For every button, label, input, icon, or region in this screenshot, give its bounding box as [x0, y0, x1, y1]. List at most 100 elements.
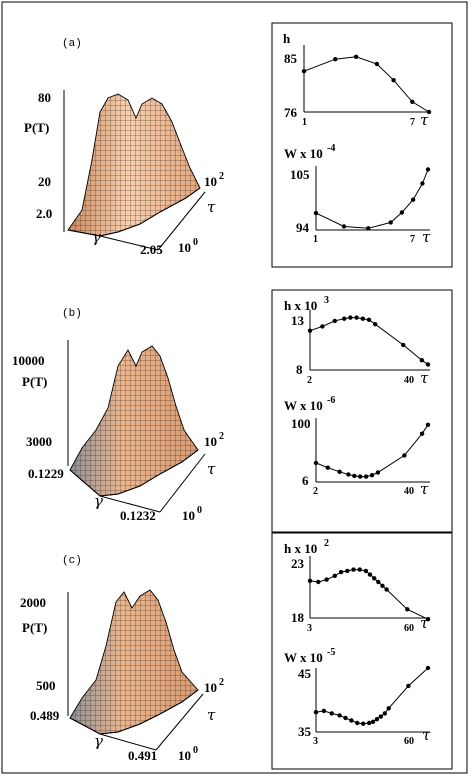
data-point [366, 226, 371, 231]
gamma-tick-a-1: 2.05 [140, 242, 163, 257]
data-point [384, 587, 389, 592]
data-point [301, 69, 307, 74]
data-point [425, 362, 431, 367]
tau-label-a: τ [207, 198, 216, 216]
plot-box-a [271, 22, 453, 268]
gamma-tick-b-0: 0.1229 [28, 466, 64, 481]
data-point [373, 322, 378, 327]
panel-label-b: (b) [62, 308, 82, 320]
plot-a-w-ylabel: W x 10 [284, 146, 323, 161]
plot-a-w-ylabel-exp: -4 [327, 143, 335, 154]
series-line [303, 56, 430, 113]
plot-b-w: W x 10 -6 100 6 2 40 τ [284, 395, 431, 498]
z-tick-a-0: 80 [38, 90, 51, 105]
tau-tick-b-1: 10 [182, 508, 195, 523]
plot-b-h-ylabel-exp: 3 [324, 295, 329, 306]
panel-c: (c) 2000 P(T) 500 0.489 γ 0.491 10 2 τ 1… [20, 532, 453, 770]
data-point [338, 569, 344, 575]
data-point [366, 720, 372, 726]
plot-b-h: h x 10 3 13 8 2 40 τ [284, 295, 431, 387]
plot-c-h-xtick-1: 60 [404, 623, 414, 634]
plot-c-w-ylabel-exp: -5 [327, 647, 335, 658]
data-point [349, 718, 354, 723]
data-point [341, 224, 347, 229]
tau-exp-b-0: 2 [219, 431, 224, 442]
panel-label-a: (a) [62, 38, 82, 50]
data-point [332, 318, 337, 324]
gamma-label-a: γ [92, 228, 101, 246]
data-point [329, 711, 334, 716]
data-point [357, 567, 362, 572]
data-point [354, 315, 359, 320]
data-point [361, 721, 366, 726]
plot-a-h: h 85 76 1 7 τ [283, 31, 432, 129]
data-point [363, 474, 369, 479]
plot-b-h-ytick-1: 8 [296, 362, 303, 377]
gamma-label-b: γ [94, 492, 103, 510]
data-point [307, 578, 313, 583]
plot-c-w: W x 10 -5 45 35 3 60 τ [284, 647, 431, 747]
data-point [370, 719, 376, 724]
data-point [316, 579, 321, 585]
plot-a-h-ytick-1: 76 [284, 105, 298, 120]
data-point [321, 708, 327, 714]
plot-c-h-xtick-0: 3 [307, 623, 312, 634]
data-point [375, 470, 381, 475]
data-point [388, 220, 393, 225]
plot-a-w-xtick-0: 1 [313, 234, 318, 245]
plot-b-w-ytick-1: 6 [302, 473, 309, 488]
data-point [410, 99, 415, 105]
plot-c-w-ytick-1: 35 [298, 724, 312, 739]
plot-a-w-series [313, 167, 431, 231]
plot-c-w-xtick-0: 3 [313, 736, 318, 747]
data-point [343, 715, 348, 721]
gamma-tick-c-0: 0.489 [30, 708, 60, 723]
tau-label-c: τ [207, 706, 216, 724]
series-line [315, 667, 429, 725]
plot-c-h-ytick-1: 18 [291, 610, 305, 625]
plot-b-h-xtick-0: 2 [307, 375, 312, 386]
plot-c-h: h x 10 2 23 18 3 60 τ [284, 538, 431, 634]
panel-label-c: (c) [62, 555, 82, 567]
tau-tick-b-0: 10 [204, 434, 217, 449]
data-point [333, 57, 338, 62]
z-tick-c-0: 2000 [20, 595, 46, 610]
tau-exp-c-0: 2 [219, 677, 224, 688]
plot-a-h-xlabel: τ [420, 111, 429, 129]
plot-c-h-ytick-0: 23 [291, 556, 305, 571]
data-point [358, 474, 363, 479]
gamma-tick-c-1: 0.491 [128, 748, 157, 763]
plot-c-h-ylabel-exp: 2 [324, 538, 329, 549]
data-point [313, 460, 319, 466]
z-label-c: P(T) [22, 620, 47, 635]
plot-a-w-ytick-1: 94 [296, 220, 310, 235]
series-line [315, 424, 429, 478]
plot-c-w-xtick-1: 60 [404, 736, 414, 747]
data-point [426, 109, 432, 115]
plot-c-h-series [307, 567, 431, 622]
plot-a-h-ytick-0: 85 [284, 51, 298, 66]
plot-b-w-xtick-1: 40 [404, 486, 414, 497]
data-point [320, 324, 325, 329]
data-point [405, 607, 410, 612]
tau-label-b: τ [207, 460, 216, 478]
tau-tick-a-0: 10 [204, 174, 217, 189]
plot-b-h-ytick-0: 13 [291, 313, 305, 328]
z-tick-c-1: 500 [36, 678, 56, 693]
data-point [419, 431, 425, 436]
data-point [332, 573, 337, 578]
data-point [425, 665, 431, 671]
plot-b-w-ylabel: W x 10 [284, 398, 323, 413]
data-point [313, 710, 319, 715]
data-point [419, 358, 424, 363]
tau-exp-a-0: 2 [219, 171, 224, 182]
data-point [337, 469, 342, 474]
plot-a-w: W x 10 -4 105 94 1 7 τ [284, 143, 431, 246]
plot-a-w-xlabel: τ [422, 228, 431, 246]
gamma-tick-b-1: 0.1232 [120, 508, 156, 523]
data-point [386, 706, 391, 711]
data-point [406, 683, 411, 689]
plot-a-h-xtick-0: 1 [302, 117, 307, 128]
